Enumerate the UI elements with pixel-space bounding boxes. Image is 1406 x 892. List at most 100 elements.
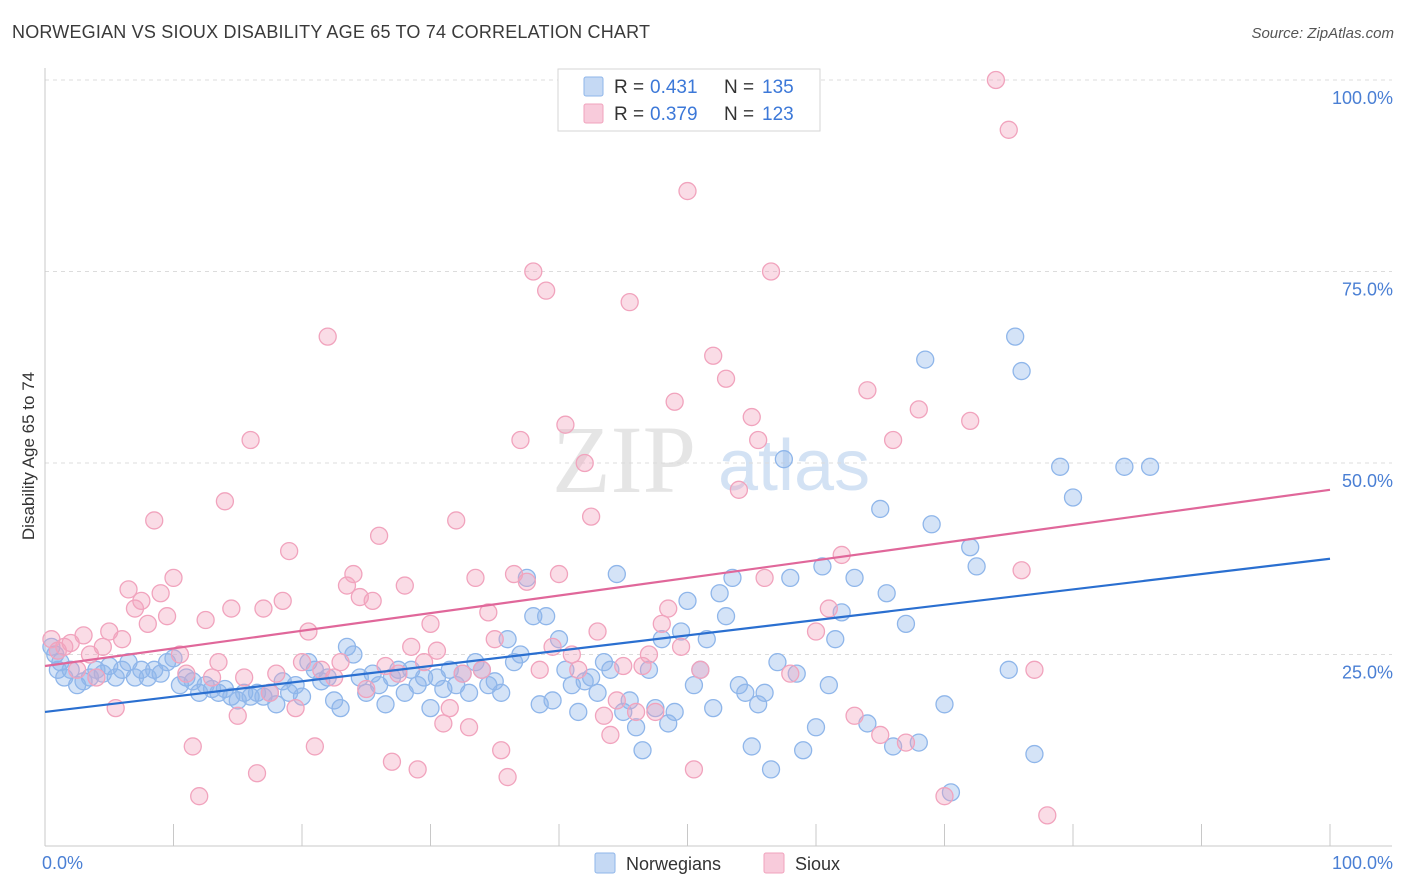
trend-line-norwegians bbox=[44, 557, 1331, 714]
point-sioux-57 bbox=[408, 760, 427, 779]
point-norwegians-141 bbox=[1025, 744, 1044, 764]
point-sioux-55 bbox=[395, 576, 414, 595]
point-norwegians-123 bbox=[826, 630, 845, 649]
point-norwegians-93 bbox=[626, 718, 646, 737]
point-sioux-84 bbox=[581, 507, 601, 526]
point-sioux-28 bbox=[222, 599, 241, 618]
y-tick-label-0: 25.0% bbox=[1342, 663, 1393, 683]
point-sioux-41 bbox=[305, 737, 325, 756]
point-norwegians-80 bbox=[543, 691, 562, 710]
point-norwegians-101 bbox=[678, 591, 697, 611]
legend-r-value-norwegians: 0.431 bbox=[650, 77, 698, 98]
point-sioux-51 bbox=[369, 526, 389, 545]
watermark-zip: ZIP bbox=[552, 406, 696, 513]
point-sioux-86 bbox=[594, 706, 614, 725]
legend-n-label-norwegians: N = bbox=[724, 77, 754, 98]
point-sioux-71 bbox=[498, 767, 517, 787]
point-norwegians-137 bbox=[967, 557, 986, 576]
point-norwegians-142 bbox=[1051, 457, 1070, 476]
point-norwegians-132 bbox=[916, 350, 935, 369]
point-sioux-29 bbox=[228, 706, 247, 725]
point-sioux-49 bbox=[357, 679, 376, 699]
point-sioux-103 bbox=[716, 369, 736, 388]
point-norwegians-61 bbox=[421, 698, 440, 718]
point-norwegians-130 bbox=[896, 614, 916, 634]
point-norwegians-105 bbox=[704, 698, 723, 718]
point-sioux-118 bbox=[909, 400, 928, 419]
legend-r-label-norwegians: R = bbox=[614, 77, 644, 98]
watermark-atlas: atlas bbox=[718, 426, 870, 506]
point-norwegians-99 bbox=[665, 702, 684, 722]
point-sioux-22 bbox=[183, 737, 202, 756]
chart-source: Source: ZipAtlas.com bbox=[1251, 25, 1394, 42]
point-sioux-123 bbox=[1012, 561, 1031, 580]
point-norwegians-5 bbox=[61, 660, 80, 679]
point-sioux-60 bbox=[427, 641, 447, 660]
point-sioux-69 bbox=[485, 630, 504, 649]
point-sioux-105 bbox=[742, 407, 761, 427]
y-tick-label-3: 100.0% bbox=[1332, 88, 1393, 108]
point-norwegians-117 bbox=[781, 568, 800, 588]
point-sioux-24 bbox=[196, 610, 215, 630]
point-sioux-106 bbox=[749, 430, 768, 450]
axes bbox=[44, 68, 1392, 847]
point-sioux-117 bbox=[896, 733, 916, 752]
point-norwegians-127 bbox=[871, 499, 890, 519]
y-axis-label: Disability Age 65 to 74 bbox=[19, 372, 38, 540]
point-sioux-101 bbox=[691, 660, 710, 679]
point-sioux-66 bbox=[466, 568, 485, 588]
series-legend: Norwegians Sioux bbox=[594, 852, 840, 874]
point-sioux-74 bbox=[517, 572, 537, 591]
legend-swatch-sioux bbox=[583, 103, 604, 124]
point-sioux-100 bbox=[684, 760, 704, 779]
point-sioux-80 bbox=[556, 415, 575, 434]
point-sioux-26 bbox=[209, 653, 228, 672]
point-sioux-76 bbox=[530, 660, 549, 679]
point-norwegians-92 bbox=[620, 691, 639, 710]
legend-n-label-sioux: N = bbox=[724, 104, 754, 125]
point-sioux-119 bbox=[935, 787, 954, 806]
point-sioux-37 bbox=[279, 541, 299, 561]
point-sioux-67 bbox=[472, 660, 492, 679]
point-sioux-98 bbox=[671, 637, 691, 656]
point-sioux-4 bbox=[67, 660, 87, 679]
point-sioux-14 bbox=[132, 591, 151, 611]
point-norwegians-122 bbox=[819, 675, 838, 695]
point-sioux-65 bbox=[459, 718, 479, 737]
point-sioux-83 bbox=[575, 453, 594, 473]
point-norwegians-19 bbox=[151, 664, 170, 683]
point-sioux-62 bbox=[440, 698, 459, 718]
point-sioux-38 bbox=[286, 698, 305, 718]
point-norwegians-102 bbox=[684, 675, 704, 695]
y-tick-label-2: 75.0% bbox=[1342, 280, 1393, 300]
point-sioux-45 bbox=[331, 653, 350, 672]
point-norwegians-128 bbox=[877, 584, 896, 603]
point-sioux-7 bbox=[87, 668, 106, 687]
point-norwegians-114 bbox=[761, 760, 781, 779]
point-norwegians-77 bbox=[524, 607, 543, 626]
point-norwegians-108 bbox=[723, 568, 742, 588]
point-sioux-111 bbox=[819, 599, 838, 618]
point-sioux-114 bbox=[858, 381, 877, 400]
point-sioux-90 bbox=[620, 292, 639, 312]
point-sioux-82 bbox=[569, 660, 588, 679]
point-norwegians-106 bbox=[710, 584, 729, 603]
point-norwegians-112 bbox=[749, 695, 768, 714]
point-norwegians-120 bbox=[806, 718, 826, 737]
point-sioux-32 bbox=[247, 764, 267, 783]
point-sioux-85 bbox=[588, 622, 607, 641]
point-sioux-104 bbox=[729, 480, 749, 499]
point-norwegians-107 bbox=[716, 607, 736, 626]
x-tick-label-1: 100.0% bbox=[1332, 853, 1393, 873]
point-norwegians-110 bbox=[736, 683, 755, 702]
point-sioux-96 bbox=[659, 599, 678, 618]
point-sioux-88 bbox=[607, 691, 626, 710]
point-sioux-97 bbox=[665, 392, 684, 411]
trend-lines bbox=[44, 488, 1331, 714]
y-tick-label-1: 50.0% bbox=[1342, 471, 1393, 491]
point-norwegians-41 bbox=[292, 687, 312, 706]
point-sioux-56 bbox=[402, 637, 421, 656]
point-norwegians-139 bbox=[1006, 327, 1025, 346]
scatter-points bbox=[42, 70, 1160, 825]
